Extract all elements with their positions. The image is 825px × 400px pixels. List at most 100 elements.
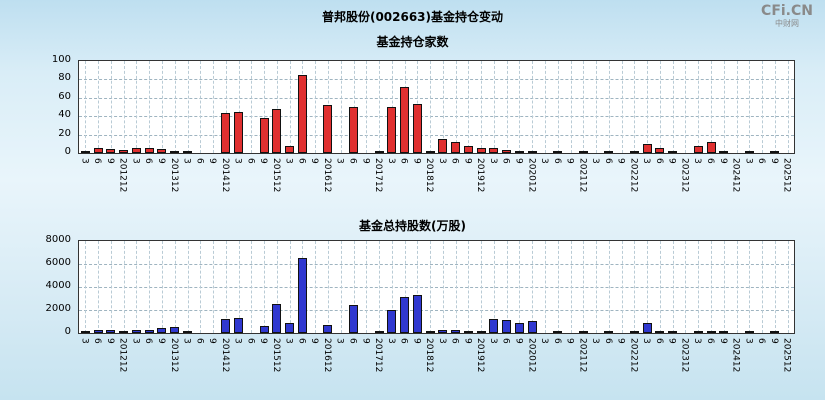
v-gridline xyxy=(315,241,317,333)
x-axis-tick-label: 9 xyxy=(104,158,115,164)
bar xyxy=(693,146,703,153)
x-axis-tick-label: 3 xyxy=(641,338,652,344)
x-axis-tick-label: 6 xyxy=(500,158,511,164)
x-axis-tick-label: 202512 xyxy=(781,158,792,193)
bar xyxy=(578,331,588,333)
v-gridline xyxy=(276,61,278,153)
h-gridline xyxy=(79,287,794,288)
v-gridline xyxy=(404,241,406,333)
v-gridline xyxy=(225,61,227,153)
v-gridline xyxy=(353,241,355,333)
v-gridline xyxy=(596,241,598,333)
v-gridline xyxy=(161,61,163,153)
v-gridline xyxy=(493,61,495,153)
v-gridline xyxy=(557,61,559,153)
bar xyxy=(285,323,295,333)
v-gridline xyxy=(685,61,687,153)
x-axis-tick-label: 3 xyxy=(436,338,447,344)
bar xyxy=(387,310,397,333)
v-gridline xyxy=(315,61,317,153)
x-axis-tick-label: 3 xyxy=(130,338,141,344)
bar xyxy=(604,151,614,153)
x-axis-tick-label: 201412 xyxy=(219,338,230,373)
x-axis-tick-label: 201812 xyxy=(424,338,435,373)
bar xyxy=(489,148,499,153)
x-axis-tick-label: 6 xyxy=(653,158,664,164)
x-axis-tick-label: 201712 xyxy=(373,338,384,373)
v-gridline xyxy=(455,61,457,153)
x-axis-tick-label: 202512 xyxy=(781,338,792,373)
bar xyxy=(655,148,665,153)
v-gridline xyxy=(787,241,789,333)
bar xyxy=(438,139,448,153)
x-axis-tick-label: 6 xyxy=(500,338,511,344)
v-gridline xyxy=(532,61,534,153)
v-gridline xyxy=(187,241,189,333)
bar xyxy=(642,323,652,333)
h-gridline xyxy=(79,264,794,265)
bar xyxy=(425,331,435,333)
v-gridline xyxy=(340,61,342,153)
x-axis-tick-label: 6 xyxy=(756,158,767,164)
x-axis-tick-label: 202112 xyxy=(577,338,588,373)
bar xyxy=(463,146,473,153)
x-axis-tick-label: 3 xyxy=(743,158,754,164)
bar xyxy=(131,148,141,153)
bar xyxy=(259,326,269,333)
x-axis-tick-label: 6 xyxy=(705,158,715,164)
x-axis-tick-label: 3 xyxy=(539,158,550,164)
bar xyxy=(642,144,652,153)
bar xyxy=(412,104,422,153)
x-axis-tick-label: 201512 xyxy=(270,338,281,373)
x-axis-tick-label: 3 xyxy=(539,338,550,344)
bar xyxy=(744,331,754,333)
v-gridline xyxy=(711,241,712,333)
v-gridline xyxy=(110,241,112,333)
x-axis-tick-label: 9 xyxy=(666,338,677,344)
v-gridline xyxy=(519,61,521,153)
fund-count-y-axis: 0 20 40 60 80 100 xyxy=(30,54,74,157)
x-axis-tick-label: 6 xyxy=(347,158,358,164)
h-gridline xyxy=(79,116,794,118)
v-gridline xyxy=(787,61,789,153)
x-axis-tick-label: 6 xyxy=(92,158,103,164)
v-gridline xyxy=(468,61,470,153)
x-axis-tick-label: 9 xyxy=(513,158,524,164)
x-axis-tick-label: 3 xyxy=(743,338,754,344)
v-gridline xyxy=(736,61,738,153)
x-axis-tick-label: 6 xyxy=(92,338,103,344)
bar xyxy=(655,331,665,333)
x-axis-tick-label: 6 xyxy=(551,338,562,344)
v-gridline xyxy=(481,241,483,333)
x-axis-tick-label: 9 xyxy=(615,338,626,344)
bar xyxy=(514,323,524,333)
bar xyxy=(170,327,180,333)
v-gridline xyxy=(634,241,636,333)
bar xyxy=(93,330,103,333)
bar xyxy=(693,331,703,333)
bar xyxy=(629,151,639,153)
v-gridline xyxy=(557,241,559,333)
x-axis-tick-label: 3 xyxy=(181,158,192,164)
cfi-logo-text: CFi.CN xyxy=(761,3,813,19)
bar xyxy=(706,142,716,153)
v-gridline xyxy=(570,61,572,153)
bar xyxy=(183,331,193,333)
v-gridline xyxy=(762,61,764,153)
y-axis-tick-label: 20 xyxy=(58,127,71,139)
x-axis-tick-label: 202312 xyxy=(679,338,690,373)
x-axis-tick-label: 201912 xyxy=(475,158,486,193)
bar xyxy=(272,109,282,153)
x-axis-tick-label: 9 xyxy=(360,338,371,344)
bar xyxy=(412,295,422,333)
v-gridline xyxy=(749,241,751,333)
v-gridline xyxy=(723,241,725,333)
v-gridline xyxy=(136,61,138,153)
x-axis-tick-label: 6 xyxy=(449,338,460,344)
x-axis-tick-label: 6 xyxy=(296,338,307,344)
v-gridline xyxy=(123,61,125,153)
v-gridline xyxy=(736,241,738,333)
x-axis-tick-label: 6 xyxy=(398,338,409,344)
bar xyxy=(604,331,614,333)
y-axis-tick-label: 0 xyxy=(64,146,71,157)
